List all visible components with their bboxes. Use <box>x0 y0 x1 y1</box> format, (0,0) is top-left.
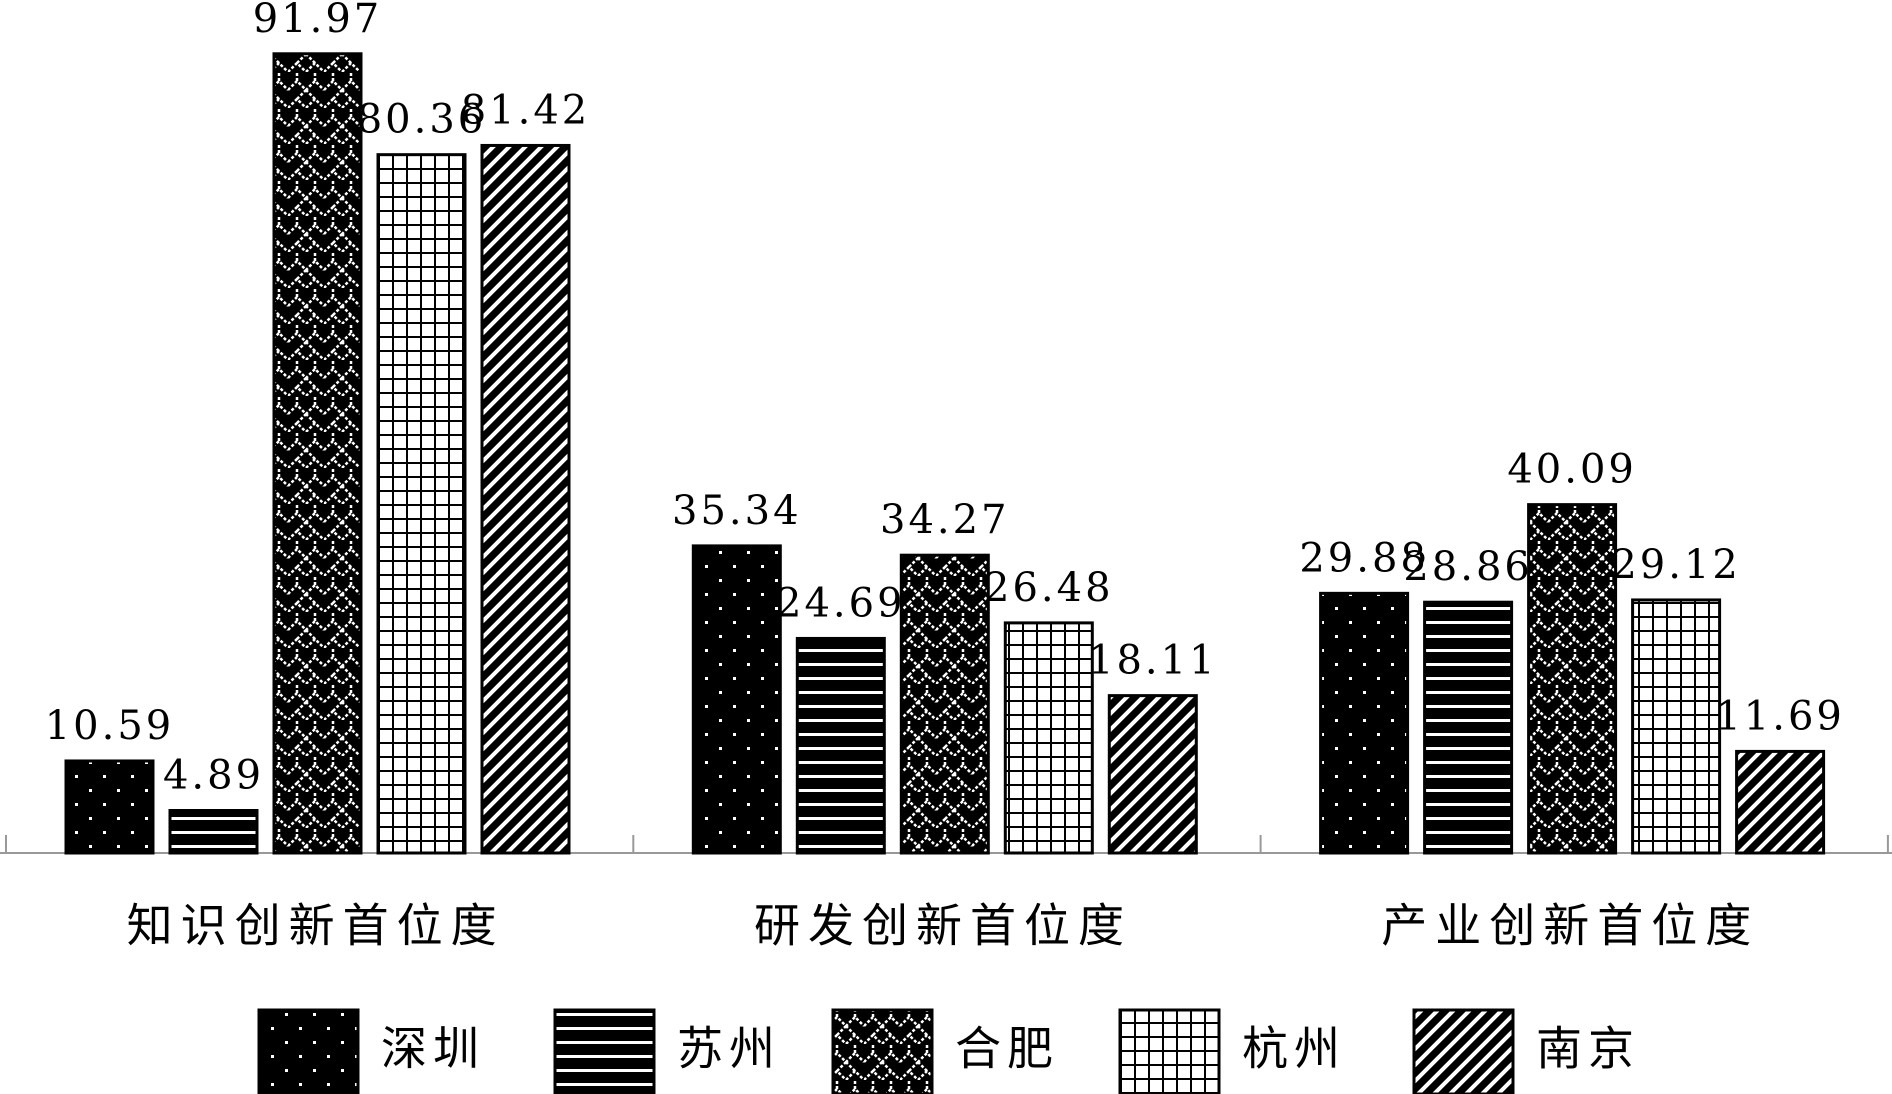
legend-swatch <box>257 1008 360 1094</box>
bar <box>1003 621 1094 855</box>
legend-swatch <box>553 1008 656 1094</box>
value-label: 28.86 <box>1403 544 1533 590</box>
bar <box>1527 503 1618 855</box>
value-label: 29.88 <box>1299 535 1429 581</box>
legend-label: 苏州 <box>677 1022 781 1076</box>
legend-label: 合肥 <box>955 1022 1059 1076</box>
bar <box>1107 694 1198 855</box>
value-label: 34.27 <box>880 497 1010 543</box>
value-label: 24.69 <box>776 580 906 626</box>
bar <box>899 553 990 855</box>
legend-swatch <box>831 1008 934 1094</box>
value-label: 40.09 <box>1507 447 1637 493</box>
bar <box>1423 600 1514 855</box>
bar <box>376 153 467 855</box>
value-label: 26.48 <box>984 565 1114 611</box>
x-tick-label: 知识创新首位度 <box>127 899 505 953</box>
bar <box>272 52 363 855</box>
bar <box>795 636 886 855</box>
value-label: 91.97 <box>253 0 383 42</box>
x-tick-label: 研发创新首位度 <box>754 899 1132 953</box>
value-label: 29.12 <box>1611 542 1741 588</box>
x-tick-label: 产业创新首位度 <box>1381 899 1759 953</box>
legend-label: 南京 <box>1536 1022 1640 1076</box>
value-label: 81.42 <box>461 87 591 133</box>
bar <box>1631 598 1722 855</box>
legend-swatch <box>1412 1008 1515 1094</box>
value-label: 18.11 <box>1088 638 1218 684</box>
bar <box>480 143 571 855</box>
value-label: 80.36 <box>357 97 487 143</box>
legend-label: 杭州 <box>1242 1022 1346 1076</box>
value-label: 10.59 <box>45 703 175 749</box>
bar <box>64 759 155 855</box>
bar <box>1319 591 1410 855</box>
bar <box>1735 749 1826 855</box>
bar <box>691 544 782 855</box>
value-label: 4.89 <box>163 753 264 799</box>
legend-swatch <box>1118 1008 1221 1094</box>
value-label: 11.69 <box>1715 693 1845 739</box>
bar <box>168 809 259 855</box>
value-label: 35.34 <box>672 488 802 534</box>
legend-label: 深圳 <box>381 1022 485 1076</box>
